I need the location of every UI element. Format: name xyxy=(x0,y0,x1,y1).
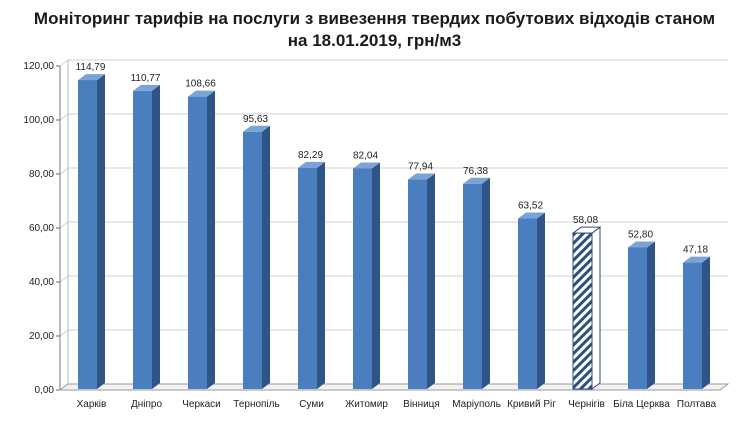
bar-1 xyxy=(78,74,105,389)
bar-top xyxy=(628,241,655,248)
bar-side xyxy=(262,125,270,389)
bar-side xyxy=(647,241,655,389)
bar-top xyxy=(463,177,490,184)
bar-front xyxy=(572,232,593,390)
bar-side xyxy=(591,226,601,390)
axes: 0,00 20,00 40,00 60,00 80,00 100,00 120,00 xyxy=(23,60,730,396)
bar-4 xyxy=(243,125,270,389)
chart-title-line-2: на 18.01.2019, грн/м3 xyxy=(287,31,462,50)
y-tick-label: 20,00 xyxy=(29,331,54,342)
x-tick-label: Дніпро xyxy=(131,399,162,410)
bar-6 xyxy=(353,162,380,389)
bar-side xyxy=(152,84,160,390)
data-label: 82,04 xyxy=(353,150,378,161)
data-label: 77,94 xyxy=(408,162,433,173)
bar-12 xyxy=(683,256,710,389)
x-tick-label: Суми xyxy=(299,399,324,410)
data-label: 47,18 xyxy=(683,245,708,256)
data-label: 58,08 xyxy=(573,215,598,226)
gridline-side xyxy=(59,221,69,229)
bar-side xyxy=(207,90,215,390)
bar-top xyxy=(78,74,105,81)
bar-top xyxy=(188,90,215,97)
bar-front xyxy=(243,131,262,389)
x-tick-label: Маріуполь xyxy=(452,399,501,410)
x-tick-label: Житомир xyxy=(345,399,388,410)
x-tick-label: Вінниця xyxy=(403,399,440,410)
bar-side xyxy=(702,256,710,389)
chart-title-line-1: Моніторинг тарифів на послуги з вивезенн… xyxy=(33,9,716,28)
bar-top xyxy=(298,161,325,168)
x-tick-label: Чернігів xyxy=(568,399,605,410)
y-tick-label: 120,00 xyxy=(23,61,54,72)
y-tick-label: 0,00 xyxy=(35,385,55,396)
data-label: 76,38 xyxy=(463,166,488,177)
bar-top xyxy=(133,84,160,91)
bar-front xyxy=(628,247,647,389)
x-tick-label: Харків xyxy=(77,399,107,410)
labels: 114,79 Харків 110,77 Дніпро 108,66 Черкаси 95,… xyxy=(76,62,717,410)
data-label: 110,77 xyxy=(131,73,161,84)
bar-3 xyxy=(188,90,215,390)
data-label: 82,29 xyxy=(298,150,323,161)
bar-top xyxy=(408,173,435,180)
data-label: 52,80 xyxy=(628,229,653,240)
gridline-side xyxy=(59,167,69,175)
y-tick-label: 40,00 xyxy=(29,277,54,288)
bar-2 xyxy=(133,84,160,390)
bar-front xyxy=(133,90,152,390)
bar-10 xyxy=(571,226,602,390)
bar-7 xyxy=(408,173,435,389)
bar-11 xyxy=(628,241,655,389)
bar-front xyxy=(188,96,207,390)
bar-side xyxy=(372,162,380,389)
chart-title: Моніторинг тарифів на послуги з вивезенн… xyxy=(0,8,749,52)
x-tick-label: Кривий Ріг xyxy=(507,399,556,410)
bar-front xyxy=(78,80,97,389)
x-tick-label: Тернопіль xyxy=(233,399,279,410)
bar-side xyxy=(482,177,490,389)
gridline-side xyxy=(59,59,69,67)
gridlines xyxy=(59,59,728,391)
bar-front xyxy=(463,183,482,389)
bar-5 xyxy=(298,161,325,389)
chart-floor xyxy=(58,383,730,391)
data-label: 63,52 xyxy=(518,200,543,211)
bar-front xyxy=(298,167,317,389)
data-label: 108,66 xyxy=(185,79,216,90)
x-tick-label: Полтава xyxy=(677,399,717,410)
x-tick-label: Черкаси xyxy=(182,399,221,410)
bar-side xyxy=(97,74,105,389)
bar-side xyxy=(317,161,325,389)
gridline-side xyxy=(59,113,69,121)
gridline-side xyxy=(59,329,69,337)
bar-side xyxy=(537,212,545,389)
y-tick-label: 100,00 xyxy=(23,115,54,126)
bar-front xyxy=(353,168,372,389)
bar-top xyxy=(518,212,545,219)
x-tick-label: Біла Церква xyxy=(613,399,670,410)
bar-top xyxy=(243,125,270,132)
bar-top xyxy=(353,162,380,169)
y-tick-label: 60,00 xyxy=(29,223,54,234)
y-tick-label: 80,00 xyxy=(29,169,54,180)
bar-top xyxy=(683,256,710,263)
bars xyxy=(78,74,710,390)
data-label: 114,79 xyxy=(76,62,106,73)
bar-front xyxy=(518,218,537,389)
bar-front xyxy=(683,262,702,389)
gridline-side xyxy=(59,275,69,283)
bar-8 xyxy=(463,177,490,389)
bar-9 xyxy=(518,212,545,389)
bar-side xyxy=(427,173,435,389)
data-label: 95,63 xyxy=(243,114,268,125)
bar-front xyxy=(408,179,427,389)
